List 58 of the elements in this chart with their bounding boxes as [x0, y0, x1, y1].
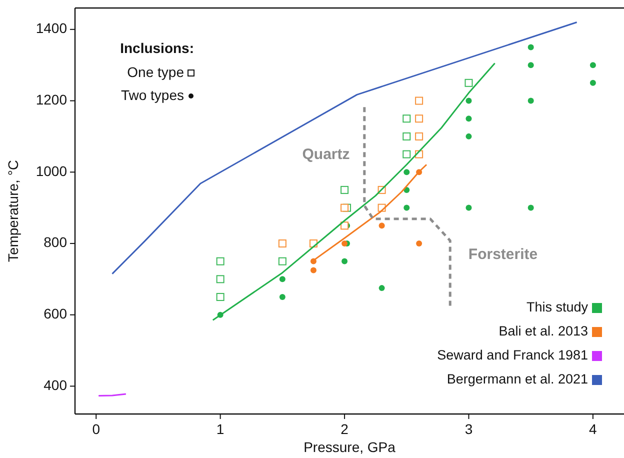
point: [590, 80, 596, 86]
point: [216, 257, 224, 266]
x-tick-label: 0: [92, 421, 100, 437]
y-tick-label: 600: [44, 306, 68, 322]
point: [466, 98, 472, 104]
point: [340, 186, 349, 194]
point: [404, 169, 410, 176]
y-tick-label: 400: [44, 376, 68, 393]
y-tick-label: 1000: [36, 162, 68, 179]
point: [528, 98, 534, 104]
annotation: Forsterite: [468, 246, 538, 263]
point: [415, 114, 424, 123]
point: [528, 44, 534, 50]
x-tick-label: 1: [216, 421, 224, 437]
point: [402, 150, 411, 158]
point: [464, 78, 473, 87]
point: [216, 292, 224, 301]
point: [466, 133, 472, 140]
y-tick-label: 1400: [36, 20, 68, 36]
point: [466, 116, 472, 122]
point: [402, 132, 411, 140]
y-tick-label: 1200: [36, 91, 68, 108]
point: [278, 257, 286, 266]
point: [466, 204, 472, 211]
line-series: [112, 22, 578, 275]
annotation: One type: [127, 64, 184, 80]
point: [340, 204, 349, 212]
point: [279, 276, 286, 282]
point: [216, 275, 224, 284]
point: [342, 258, 348, 264]
y-tick-label: 800: [44, 234, 68, 250]
point: [310, 267, 316, 274]
point: [415, 96, 424, 105]
annotation: Quartz: [302, 146, 350, 163]
legend-label: Seward and Franck 1981: [437, 348, 588, 363]
point: [378, 222, 385, 229]
point: [342, 240, 348, 246]
point: [340, 222, 349, 230]
y-axis-title: Temperature, °C: [5, 160, 21, 262]
legend-label: This study: [526, 300, 588, 315]
legend-label: Bali et al. 2013: [498, 324, 588, 339]
x-axis-title: Pressure, GPa: [304, 439, 396, 455]
point: [528, 62, 534, 68]
point: [404, 204, 410, 211]
annotation: Two types: [120, 87, 184, 103]
point: [590, 62, 596, 68]
x-tick-label: 3: [464, 421, 473, 437]
x-tick-label: 2: [340, 421, 349, 437]
x-tick-label: 4: [589, 421, 598, 437]
point: [528, 204, 534, 211]
annotation: Inclusions:: [120, 40, 194, 56]
point: [378, 285, 385, 292]
point: [278, 239, 286, 248]
point: [415, 132, 424, 140]
point: [416, 240, 422, 246]
point: [279, 294, 286, 300]
legend-label: Bergermann et al. 2021: [446, 372, 588, 387]
point: [402, 114, 411, 123]
